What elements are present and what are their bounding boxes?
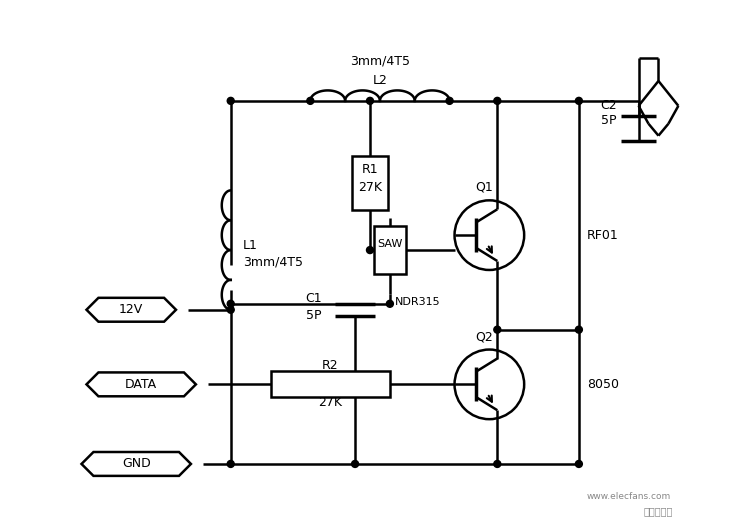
FancyBboxPatch shape xyxy=(374,226,406,274)
Text: 12V: 12V xyxy=(119,303,143,316)
Text: 27K: 27K xyxy=(358,181,382,194)
Text: 3mm/4T5: 3mm/4T5 xyxy=(350,54,410,68)
Text: www.elecfans.com: www.elecfans.com xyxy=(587,492,671,501)
Circle shape xyxy=(227,97,234,105)
Text: GND: GND xyxy=(122,457,151,470)
Circle shape xyxy=(494,460,501,467)
Circle shape xyxy=(227,460,234,467)
Text: Q1: Q1 xyxy=(476,181,493,194)
Text: RF01: RF01 xyxy=(587,229,619,242)
Text: SAW: SAW xyxy=(377,239,403,249)
FancyBboxPatch shape xyxy=(352,156,388,210)
Text: C1: C1 xyxy=(305,293,322,305)
Circle shape xyxy=(367,97,373,105)
Text: 8050: 8050 xyxy=(587,378,619,391)
Text: L1: L1 xyxy=(243,239,257,252)
Circle shape xyxy=(576,460,582,467)
Circle shape xyxy=(387,300,393,307)
Text: 电子发烧友: 电子发烧友 xyxy=(644,506,673,516)
Circle shape xyxy=(494,97,501,105)
Text: DATA: DATA xyxy=(125,378,157,391)
Text: Q2: Q2 xyxy=(476,330,493,343)
Text: C2: C2 xyxy=(600,99,617,112)
Text: 3mm/4T5: 3mm/4T5 xyxy=(243,256,303,269)
Text: R2: R2 xyxy=(322,359,339,372)
Circle shape xyxy=(576,326,582,333)
Circle shape xyxy=(494,326,501,333)
Text: 5P: 5P xyxy=(306,309,321,322)
Text: NDR315: NDR315 xyxy=(395,297,440,307)
Circle shape xyxy=(306,97,314,105)
Text: L2: L2 xyxy=(373,74,387,88)
Circle shape xyxy=(367,247,373,253)
Circle shape xyxy=(576,97,582,105)
Text: R1: R1 xyxy=(362,163,379,176)
Circle shape xyxy=(446,97,453,105)
FancyBboxPatch shape xyxy=(270,371,390,397)
Text: 27K: 27K xyxy=(318,396,343,409)
Text: 5P: 5P xyxy=(601,114,617,127)
Circle shape xyxy=(227,306,234,313)
Circle shape xyxy=(227,300,234,307)
Circle shape xyxy=(351,460,359,467)
